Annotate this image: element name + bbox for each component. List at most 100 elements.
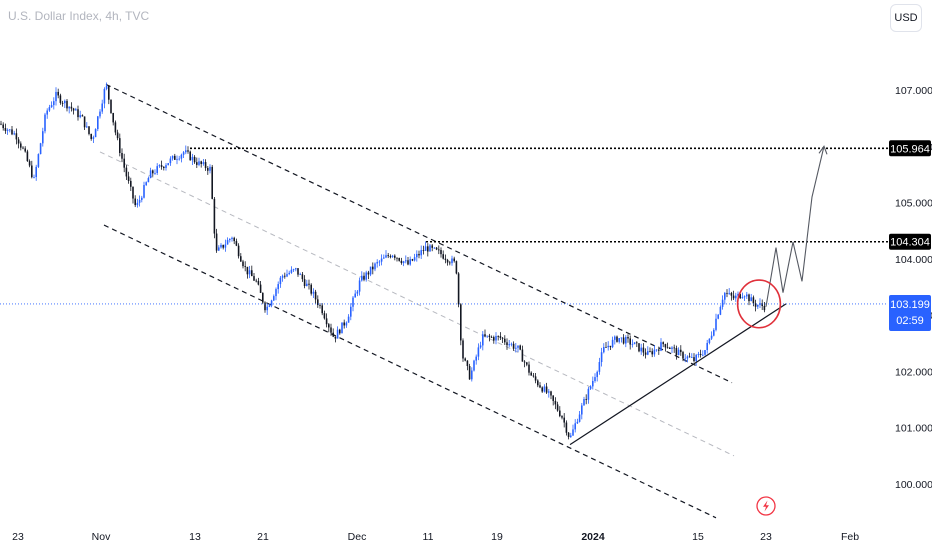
candle-body (510, 343, 513, 345)
candle-body (358, 280, 361, 292)
candle-body (88, 126, 90, 134)
candle-body (598, 362, 601, 372)
candle-body (253, 276, 255, 281)
candle-body (515, 347, 517, 349)
candle-body (15, 133, 18, 140)
candle-body (647, 351, 649, 355)
lightning-icon[interactable] (756, 496, 776, 516)
candle-body (638, 343, 640, 352)
candle-body (669, 347, 671, 349)
candle-body (213, 198, 216, 234)
candle-body (90, 133, 92, 139)
candle-body (596, 371, 598, 378)
candle-body (543, 386, 546, 392)
candle-body (198, 161, 200, 165)
candle-body (380, 258, 383, 262)
candle-body (286, 274, 288, 277)
candle-body (501, 337, 504, 339)
candle-body (570, 435, 572, 438)
candle-body (715, 318, 717, 330)
y-tick-label: 100.000 (895, 479, 932, 491)
price-level-tag-label: 104.304 (890, 237, 930, 249)
candle-body (554, 400, 557, 405)
candle-body (636, 342, 638, 344)
candle-body (4, 128, 7, 131)
candle-body (125, 167, 128, 177)
candle-body (644, 352, 647, 355)
candle-body (495, 336, 497, 341)
candle-body (548, 391, 550, 393)
candle-body (229, 238, 231, 241)
candle-body (55, 91, 57, 102)
candle-body (365, 272, 367, 280)
candle-body (2, 124, 4, 129)
candle-body (532, 375, 535, 377)
candle-body (728, 292, 730, 294)
candle-body (578, 414, 581, 422)
candle-body (356, 291, 359, 294)
candle-body (508, 344, 510, 346)
currency-button[interactable]: USD (890, 4, 922, 32)
candle-body (123, 158, 125, 168)
x-tick-label: Feb (841, 531, 859, 543)
candle-body (471, 370, 473, 380)
candle-body (303, 279, 306, 287)
candle-body (497, 336, 499, 337)
candle-body (328, 324, 330, 328)
candle-body (277, 284, 279, 290)
countdown-label: 02:59 (896, 315, 924, 327)
candle-body (748, 294, 750, 302)
channel-line-2 (103, 224, 717, 519)
price-tags: 105.964 104.304 103.199 02:59 (889, 140, 931, 331)
candle-body (86, 126, 88, 128)
candle-body (319, 305, 321, 306)
candle-body (317, 299, 319, 306)
candle-body (323, 313, 326, 319)
candle-body (455, 261, 458, 274)
candle-body (413, 257, 416, 261)
candle-body (248, 270, 251, 275)
candle-body (607, 345, 609, 348)
candle-body (160, 165, 163, 167)
candle-body (576, 421, 579, 424)
candle-body (457, 273, 460, 305)
candle-body (235, 241, 238, 246)
candle-body (761, 303, 763, 306)
candle-body (504, 338, 506, 343)
candle-body (77, 109, 79, 118)
candle-body (79, 115, 81, 118)
candle-body (732, 295, 735, 299)
candle-body (132, 186, 134, 199)
candle-body (171, 155, 174, 159)
candle-body (231, 237, 233, 239)
candle-body (620, 337, 623, 339)
candle-body (735, 295, 737, 299)
candle-body (490, 337, 493, 338)
candle-body (741, 297, 744, 299)
candle-body (464, 358, 466, 361)
candle-body (240, 256, 242, 262)
candle-body (169, 158, 172, 164)
candle-body (622, 337, 625, 344)
candle-body (763, 305, 766, 311)
candle-body (64, 100, 66, 104)
candle-body (695, 354, 697, 362)
price-level-tag (889, 233, 931, 250)
price-level-tag-label: 105.964 (890, 143, 930, 155)
candle-body (721, 299, 724, 307)
candle-body (53, 101, 55, 106)
candle-body (594, 377, 596, 382)
candle-body (101, 103, 103, 112)
candle-body (528, 364, 530, 373)
x-tick-label: 19 (491, 531, 503, 543)
y-tick-label: 105.000 (895, 198, 932, 210)
candle-body (746, 294, 748, 297)
candle-body (233, 237, 235, 242)
candle-body (35, 166, 37, 178)
candle-body (416, 253, 418, 258)
candle-body (114, 122, 117, 133)
candle-body (605, 347, 607, 348)
candle-body (81, 115, 84, 117)
candle-body (552, 395, 554, 401)
candle-body (453, 258, 455, 262)
